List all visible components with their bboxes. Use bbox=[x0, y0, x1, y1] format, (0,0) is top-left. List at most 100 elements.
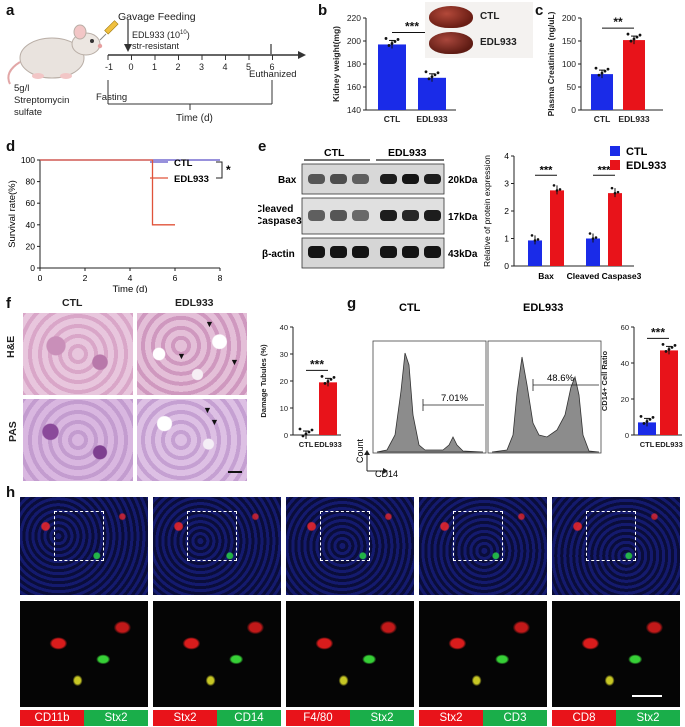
timeline-tick-label: 1 bbox=[152, 62, 157, 72]
kidney-weight-chart: 140 160 180 200 220 CTL EDL933 *** Kidney weight… bbox=[331, 13, 456, 124]
bar bbox=[586, 238, 600, 266]
y-tick-label: 50 bbox=[567, 82, 577, 92]
panel-label-f: f bbox=[6, 295, 11, 312]
flow-ylabel: Count bbox=[355, 438, 365, 463]
data-point bbox=[332, 375, 336, 379]
data-point bbox=[648, 418, 652, 421]
data-point bbox=[433, 73, 437, 77]
he-edl-image bbox=[137, 313, 247, 395]
y-axis-label: Relative of protein expression bbox=[482, 155, 492, 267]
data-point bbox=[298, 427, 302, 431]
gate-ctl-value: 7.01% bbox=[441, 393, 468, 404]
blot-band bbox=[308, 246, 325, 258]
hist-row-pas: PAS bbox=[7, 421, 19, 442]
data-point bbox=[552, 184, 556, 187]
data-point bbox=[632, 37, 636, 41]
strep-label-1: 5g/l bbox=[14, 83, 29, 94]
y-tick-label: 4 bbox=[504, 151, 509, 161]
scale-bar bbox=[228, 471, 242, 473]
survival-line bbox=[40, 159, 175, 226]
y-tick-label: 20 bbox=[26, 241, 36, 251]
gate-edl-value: 48.6% bbox=[547, 373, 574, 384]
y-tick-label: 0 bbox=[284, 431, 288, 440]
stain-label-red: F4/80 bbox=[286, 710, 350, 726]
y-tick-label: 10 bbox=[280, 404, 288, 413]
blot-row-bax: Bax bbox=[278, 175, 297, 186]
damage-tubules-chart: 0 10 20 30 40 CTL EDL933 *** Damage Tubules (%) bbox=[259, 323, 342, 449]
zoom-region-box bbox=[187, 511, 237, 561]
data-point bbox=[664, 350, 668, 353]
bar bbox=[623, 40, 645, 110]
blot-row-actin: β-actin bbox=[262, 249, 295, 260]
data-point bbox=[635, 35, 639, 39]
x-tick-label: EDL933 bbox=[618, 114, 649, 124]
y-tick-label: 140 bbox=[347, 105, 361, 115]
data-point bbox=[387, 44, 391, 47]
y-tick-label: 100 bbox=[21, 155, 35, 165]
data-point bbox=[610, 186, 614, 190]
zoom-region-box bbox=[453, 511, 503, 561]
data-point bbox=[629, 39, 633, 43]
bar bbox=[418, 77, 446, 110]
legend-label: CTL bbox=[174, 158, 193, 169]
zoom-region-box bbox=[320, 511, 370, 561]
blot-size-43: 43kDa bbox=[448, 249, 478, 260]
y-tick-label: 0 bbox=[504, 261, 509, 271]
if-overview-image bbox=[286, 497, 414, 595]
y-tick-label: 100 bbox=[562, 59, 576, 69]
blot-band bbox=[352, 246, 369, 258]
bar bbox=[550, 190, 564, 266]
stain-label-red: Stx2 bbox=[419, 710, 483, 726]
data-point bbox=[329, 377, 333, 381]
stain-label-green: CD14 bbox=[217, 710, 281, 726]
y-tick-label: 40 bbox=[621, 359, 629, 368]
immunofluorescence-panel: CD11b Stx2 Stx2 CD14 F4/80 Stx2 Stx2 CD3 CD8 Stx2 bbox=[20, 497, 683, 727]
mouse-illustration bbox=[7, 20, 119, 85]
data-point bbox=[436, 71, 440, 75]
zoom-region-box bbox=[54, 511, 104, 561]
data-point bbox=[670, 346, 674, 349]
blot-band bbox=[330, 174, 347, 184]
stain-label-red: CD8 bbox=[552, 710, 616, 726]
hist-col-edl933: EDL933 bbox=[175, 297, 214, 309]
y-tick-label: 20 bbox=[621, 395, 629, 404]
strep-label-2: Streptomycin bbox=[14, 95, 69, 106]
y-tick-label: 3 bbox=[504, 179, 509, 189]
data-point bbox=[673, 344, 677, 347]
data-point bbox=[616, 190, 620, 194]
y-axis-label: CD14+ Cell Ratio bbox=[600, 350, 609, 411]
bar bbox=[528, 240, 542, 266]
bar bbox=[591, 74, 613, 110]
blot-group-ctl: CTL bbox=[324, 147, 345, 159]
y-axis-label: Plasma Creatinine (ng/uL) bbox=[546, 11, 556, 116]
if-zoom-image bbox=[419, 601, 547, 707]
x-tick-label: Cleaved Caspase3 bbox=[567, 271, 642, 281]
y-tick-label: 150 bbox=[562, 36, 576, 46]
data-point bbox=[626, 32, 630, 36]
blot-band bbox=[380, 246, 397, 258]
timeline-tick-label: 6 bbox=[270, 62, 275, 72]
panel-label-d: d bbox=[6, 138, 16, 155]
data-point bbox=[430, 75, 434, 79]
data-point bbox=[638, 33, 642, 37]
data-point bbox=[326, 379, 330, 383]
histology-panel: CTL EDL933 H&E PAS ▼ ▼ ▼ ▼ ▼ bbox=[0, 295, 265, 485]
blot-row-cc-2: Caspase3 bbox=[258, 216, 302, 227]
x-tick-label: EDL933 bbox=[416, 114, 447, 124]
y-tick-label: 40 bbox=[280, 323, 288, 332]
y-tick-label: 40 bbox=[26, 220, 36, 230]
blot-band bbox=[424, 246, 441, 258]
caspase-band-strip bbox=[301, 197, 445, 235]
kidney-ctl-image bbox=[429, 6, 473, 28]
scale-bar bbox=[632, 695, 662, 697]
data-point bbox=[536, 238, 540, 241]
stain-label-red: Stx2 bbox=[153, 710, 217, 726]
data-point bbox=[530, 234, 534, 237]
damage-arrow-icon: ▼ bbox=[210, 417, 219, 427]
fasting-label: Fasting bbox=[96, 92, 127, 103]
bax-band-strip bbox=[301, 163, 445, 195]
bar bbox=[378, 44, 406, 111]
cd14-ratio-chart: 0 20 40 60 CTL EDL933 *** CD14+ Cell Ratio bbox=[600, 323, 683, 449]
bar bbox=[638, 422, 656, 435]
gavage-label: Gavage Feeding bbox=[118, 11, 196, 23]
